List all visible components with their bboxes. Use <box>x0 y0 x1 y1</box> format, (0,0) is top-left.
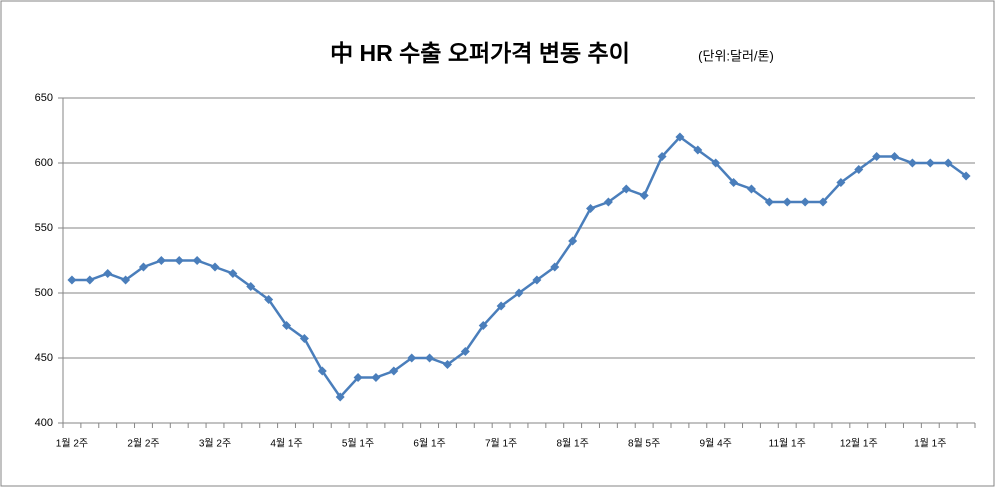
point-marker <box>657 152 667 161</box>
point-marker <box>67 275 77 285</box>
point-marker <box>210 262 220 272</box>
point-marker <box>425 353 435 363</box>
point-marker <box>693 145 703 155</box>
y-tick-label: 600 <box>35 157 53 169</box>
x-tick-label: 5월 1주 <box>342 438 374 450</box>
point-marker <box>264 295 274 304</box>
x-tick-label: 8월 1주 <box>556 438 588 450</box>
point-marker <box>299 334 309 343</box>
y-tick-label: 400 <box>35 417 53 429</box>
point-marker <box>854 165 864 174</box>
point-marker <box>961 171 971 181</box>
point-marker <box>174 256 184 265</box>
point-marker <box>156 256 166 265</box>
point-marker <box>836 178 846 187</box>
point-marker <box>478 321 488 330</box>
x-tick-label: 6월 1주 <box>413 438 445 450</box>
x-tick-label: 11월 1주 <box>769 438 806 450</box>
point-marker <box>496 301 506 311</box>
point-marker <box>442 360 452 369</box>
point-marker <box>192 256 202 265</box>
point-marker <box>729 178 739 187</box>
point-marker <box>711 158 721 168</box>
point-marker <box>317 366 327 376</box>
point-marker <box>228 269 238 278</box>
point-marker <box>407 353 417 363</box>
point-marker <box>782 197 792 207</box>
point-marker <box>925 158 935 168</box>
point-marker <box>353 373 363 382</box>
point-marker <box>890 152 900 161</box>
chart-title: 中 HR 수출 오퍼가격 변동 추이 <box>330 40 630 66</box>
y-tick-label: 550 <box>35 222 53 234</box>
point-marker <box>586 204 596 213</box>
point-marker <box>943 158 953 168</box>
point-marker <box>282 321 292 330</box>
point-marker <box>872 152 882 161</box>
y-tick-label: 650 <box>35 92 53 104</box>
x-tick-label: 1월 2주 <box>56 438 88 450</box>
point-marker <box>389 366 399 376</box>
y-tick-label: 500 <box>35 287 53 299</box>
point-marker <box>603 197 613 207</box>
y-tick-label: 450 <box>35 352 53 364</box>
point-marker <box>85 275 95 285</box>
x-tick-label: 12월 1주 <box>840 438 878 450</box>
x-tick-label: 8월 5주 <box>628 438 660 450</box>
point-marker <box>568 236 578 246</box>
x-tick-label: 4월 1주 <box>270 438 302 450</box>
point-marker <box>121 275 131 285</box>
x-tick-label: 3월 2주 <box>199 438 231 450</box>
point-marker <box>907 158 917 168</box>
point-marker <box>800 197 810 207</box>
chart-subtitle: (단위:달러/톤) <box>698 48 774 63</box>
point-marker <box>746 184 756 194</box>
point-marker <box>514 288 524 298</box>
point-marker <box>675 132 685 142</box>
point-marker <box>532 275 542 285</box>
point-marker <box>818 197 828 207</box>
x-tick-label: 7월 1주 <box>485 438 517 450</box>
point-marker <box>371 373 381 382</box>
point-marker <box>103 269 113 278</box>
point-marker <box>621 184 631 194</box>
point-marker <box>335 392 345 402</box>
x-tick-label: 9월 4주 <box>700 438 732 450</box>
point-marker <box>138 262 148 272</box>
x-tick-label: 1월 1주 <box>914 438 946 450</box>
point-marker <box>639 191 649 200</box>
point-marker <box>246 282 256 291</box>
x-tick-label: 2월 2주 <box>127 438 159 450</box>
point-marker <box>550 262 560 272</box>
point-marker <box>764 197 774 207</box>
point-marker <box>460 347 470 356</box>
